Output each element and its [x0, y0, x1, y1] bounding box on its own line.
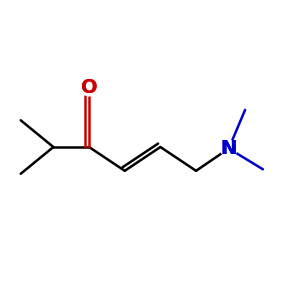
Text: N: N — [220, 139, 237, 158]
Text: N: N — [220, 139, 237, 158]
Circle shape — [220, 140, 237, 157]
Circle shape — [81, 79, 98, 96]
Text: N: N — [220, 139, 237, 158]
Text: N: N — [220, 139, 237, 158]
Text: O: O — [81, 78, 98, 97]
Text: O: O — [81, 78, 98, 97]
